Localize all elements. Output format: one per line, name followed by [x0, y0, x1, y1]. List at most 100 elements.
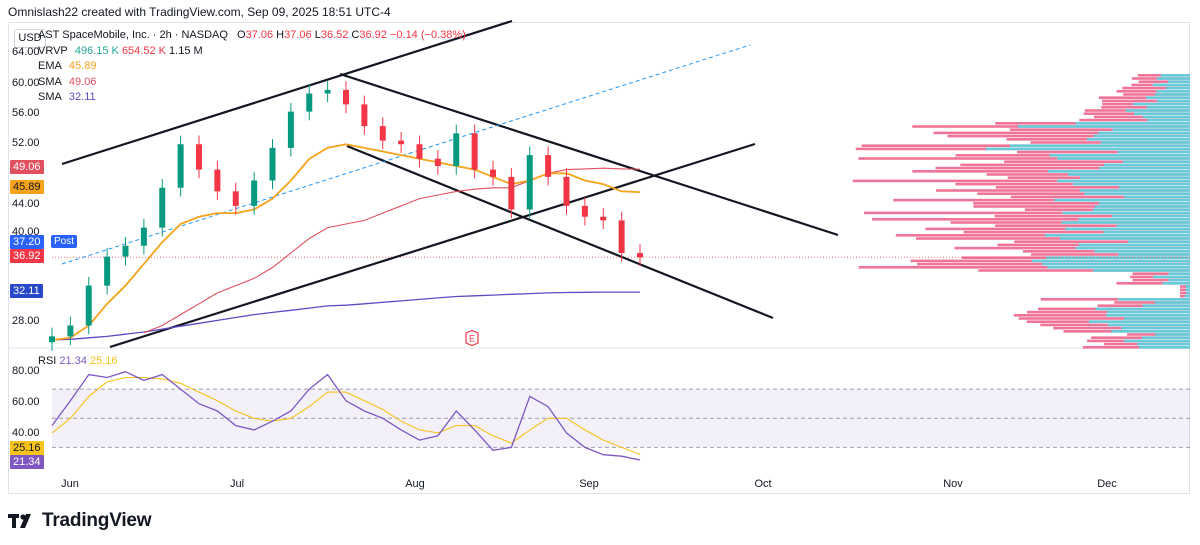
- volume-profile-bar-up: [1075, 246, 1190, 250]
- candle-body: [600, 216, 607, 221]
- ohlc-low: 36.52: [320, 29, 349, 41]
- volume-profile-bar-up: [1154, 93, 1190, 96]
- sma-blue-line: [51, 291, 640, 341]
- volume-profile-bar-down: [994, 214, 1190, 218]
- candle-body: [434, 158, 441, 166]
- volume-profile-bar-down: [933, 131, 1190, 135]
- volume-profile-bar-down: [1132, 278, 1190, 282]
- volume-profile-bar-down: [864, 211, 1190, 215]
- volume-profile-bar-up: [1111, 330, 1190, 333]
- volume-profile-bar-down: [973, 205, 1190, 208]
- volume-profile-bar-up: [1084, 192, 1190, 195]
- candle-body: [581, 205, 588, 217]
- x-tick-label: Dec: [1097, 478, 1117, 490]
- chart-caption: Omnislash22 created with TradingView.com…: [8, 5, 391, 19]
- ohlc-high: 37.06: [284, 29, 312, 41]
- volume-profile-bar-up: [1119, 186, 1190, 189]
- candle-body: [306, 93, 313, 112]
- volume-profile-bar-down: [915, 237, 1190, 240]
- volume-profile-bar-up: [1167, 80, 1190, 83]
- currency-button[interactable]: USD: [14, 29, 46, 48]
- candle-body: [361, 104, 368, 127]
- volume-profile-bar-down: [960, 163, 1190, 167]
- volume-profile-bar-up: [1094, 205, 1190, 208]
- volume-profile-bar-up: [1128, 240, 1190, 243]
- volume-profile-bar-up: [1168, 272, 1190, 275]
- volume-profile-bar-down: [1116, 282, 1190, 285]
- volume-profile-bar-down: [1180, 288, 1190, 291]
- legend-ema-row[interactable]: EMA 45.89: [38, 59, 466, 75]
- volume-profile-bar-up: [1146, 106, 1190, 109]
- candle-body: [490, 169, 496, 177]
- sma1-value: 49.06: [68, 75, 97, 88]
- brand-name: TradingView: [42, 510, 152, 531]
- candle-body: [545, 155, 552, 177]
- vrvp-down-volume: 654.52 K: [121, 44, 166, 57]
- volume-profile-bar-up: [1122, 160, 1190, 163]
- candle-body: [159, 187, 166, 228]
- volume-profile-bar-down: [973, 202, 1190, 205]
- volume-profile-bar-up: [1047, 266, 1190, 269]
- volume-profile-bar-up: [1106, 314, 1190, 317]
- volume-profile-bar-down: [1101, 99, 1190, 103]
- volume-profile-bar-down: [978, 269, 1190, 272]
- sma2-value: 32.11: [68, 91, 96, 103]
- volume-profile-bar-down: [963, 230, 1190, 234]
- ohlc-close-label: C: [351, 29, 360, 41]
- x-tick-label: Jun: [61, 478, 79, 490]
- candle-body: [343, 89, 349, 105]
- volume-profile-bar-up: [1093, 134, 1190, 138]
- volume-profile-bar-up: [1103, 163, 1190, 167]
- legend-symbol-row: AST SpaceMobile, Inc. · 2h · NASDAQ O37.…: [38, 28, 466, 44]
- volume-profile-bar-up: [1141, 336, 1190, 339]
- volume-profile-bar-down: [852, 179, 1190, 183]
- sma1-price-tag: 49.06: [10, 160, 44, 174]
- volume-profile-bar-down: [1010, 195, 1190, 199]
- volume-profile-bar-down: [935, 166, 1190, 170]
- candle-body: [251, 180, 258, 206]
- volume-profile-bar-up: [1095, 307, 1190, 311]
- x-tick-label: Sep: [579, 478, 599, 490]
- ema-price-tag: 45.89: [10, 180, 44, 194]
- legend-sma1-row[interactable]: SMA 49.06: [38, 75, 466, 91]
- ohlc-close: 36.92: [359, 29, 387, 41]
- volume-profile-bar-up: [1112, 128, 1190, 131]
- earnings-icon[interactable]: E: [464, 330, 480, 346]
- ohlc-open: 37.06: [245, 29, 274, 41]
- legend-vrvp-row[interactable]: VRVP 496.15 K 654.52 K 1.15 M: [38, 44, 466, 60]
- legend-symbol[interactable]: AST SpaceMobile, Inc. · 2h · NASDAQ: [38, 29, 228, 41]
- candle-body: [526, 155, 533, 210]
- x-tick-label: Oct: [754, 478, 772, 490]
- volume-profile-bar-up: [1156, 77, 1190, 80]
- volume-profile-bar-up: [1103, 230, 1190, 234]
- volume-profile-bar-down: [872, 218, 1190, 221]
- post-price-tag: 37.20: [10, 235, 44, 249]
- volume-profile-bar-up: [1137, 342, 1190, 346]
- volume-profile-bar-up: [1111, 214, 1190, 218]
- volume-profile-bar-up: [1065, 227, 1190, 231]
- volume-profile-bar-down: [1180, 285, 1190, 288]
- volume-profile-bar-down: [947, 134, 1190, 138]
- last-price-tag: 36.92: [10, 249, 44, 263]
- ohlc-change: −0.14 (−0.38%): [389, 29, 466, 41]
- volume-profile-bar-down: [1082, 346, 1190, 349]
- candle-body: [177, 144, 184, 188]
- rsi-legend[interactable]: RSI 21.34 25.16: [38, 355, 118, 367]
- volume-profile-bar-down: [1098, 96, 1190, 99]
- volume-profile-bar-up: [1046, 256, 1190, 259]
- volume-profile-bar-down: [1030, 253, 1190, 256]
- volume-profile-bar-down: [1040, 298, 1190, 301]
- descending-upper-trendline: [339, 72, 839, 237]
- volume-profile-bar-up: [1155, 333, 1190, 336]
- rsi-y-tick-label: 60.00: [12, 396, 40, 408]
- legend-sma2-row[interactable]: SMA 32.11: [38, 90, 466, 106]
- candle-body: [122, 245, 129, 257]
- candle-body: [453, 133, 460, 166]
- volume-profile-bar-up: [1078, 243, 1190, 247]
- ema-value: 45.89: [68, 60, 97, 72]
- volume-profile-bar-down: [1053, 326, 1190, 330]
- sma1-label: SMA: [38, 75, 62, 88]
- candle-body: [324, 89, 331, 94]
- upper-channel-trendline: [61, 19, 513, 166]
